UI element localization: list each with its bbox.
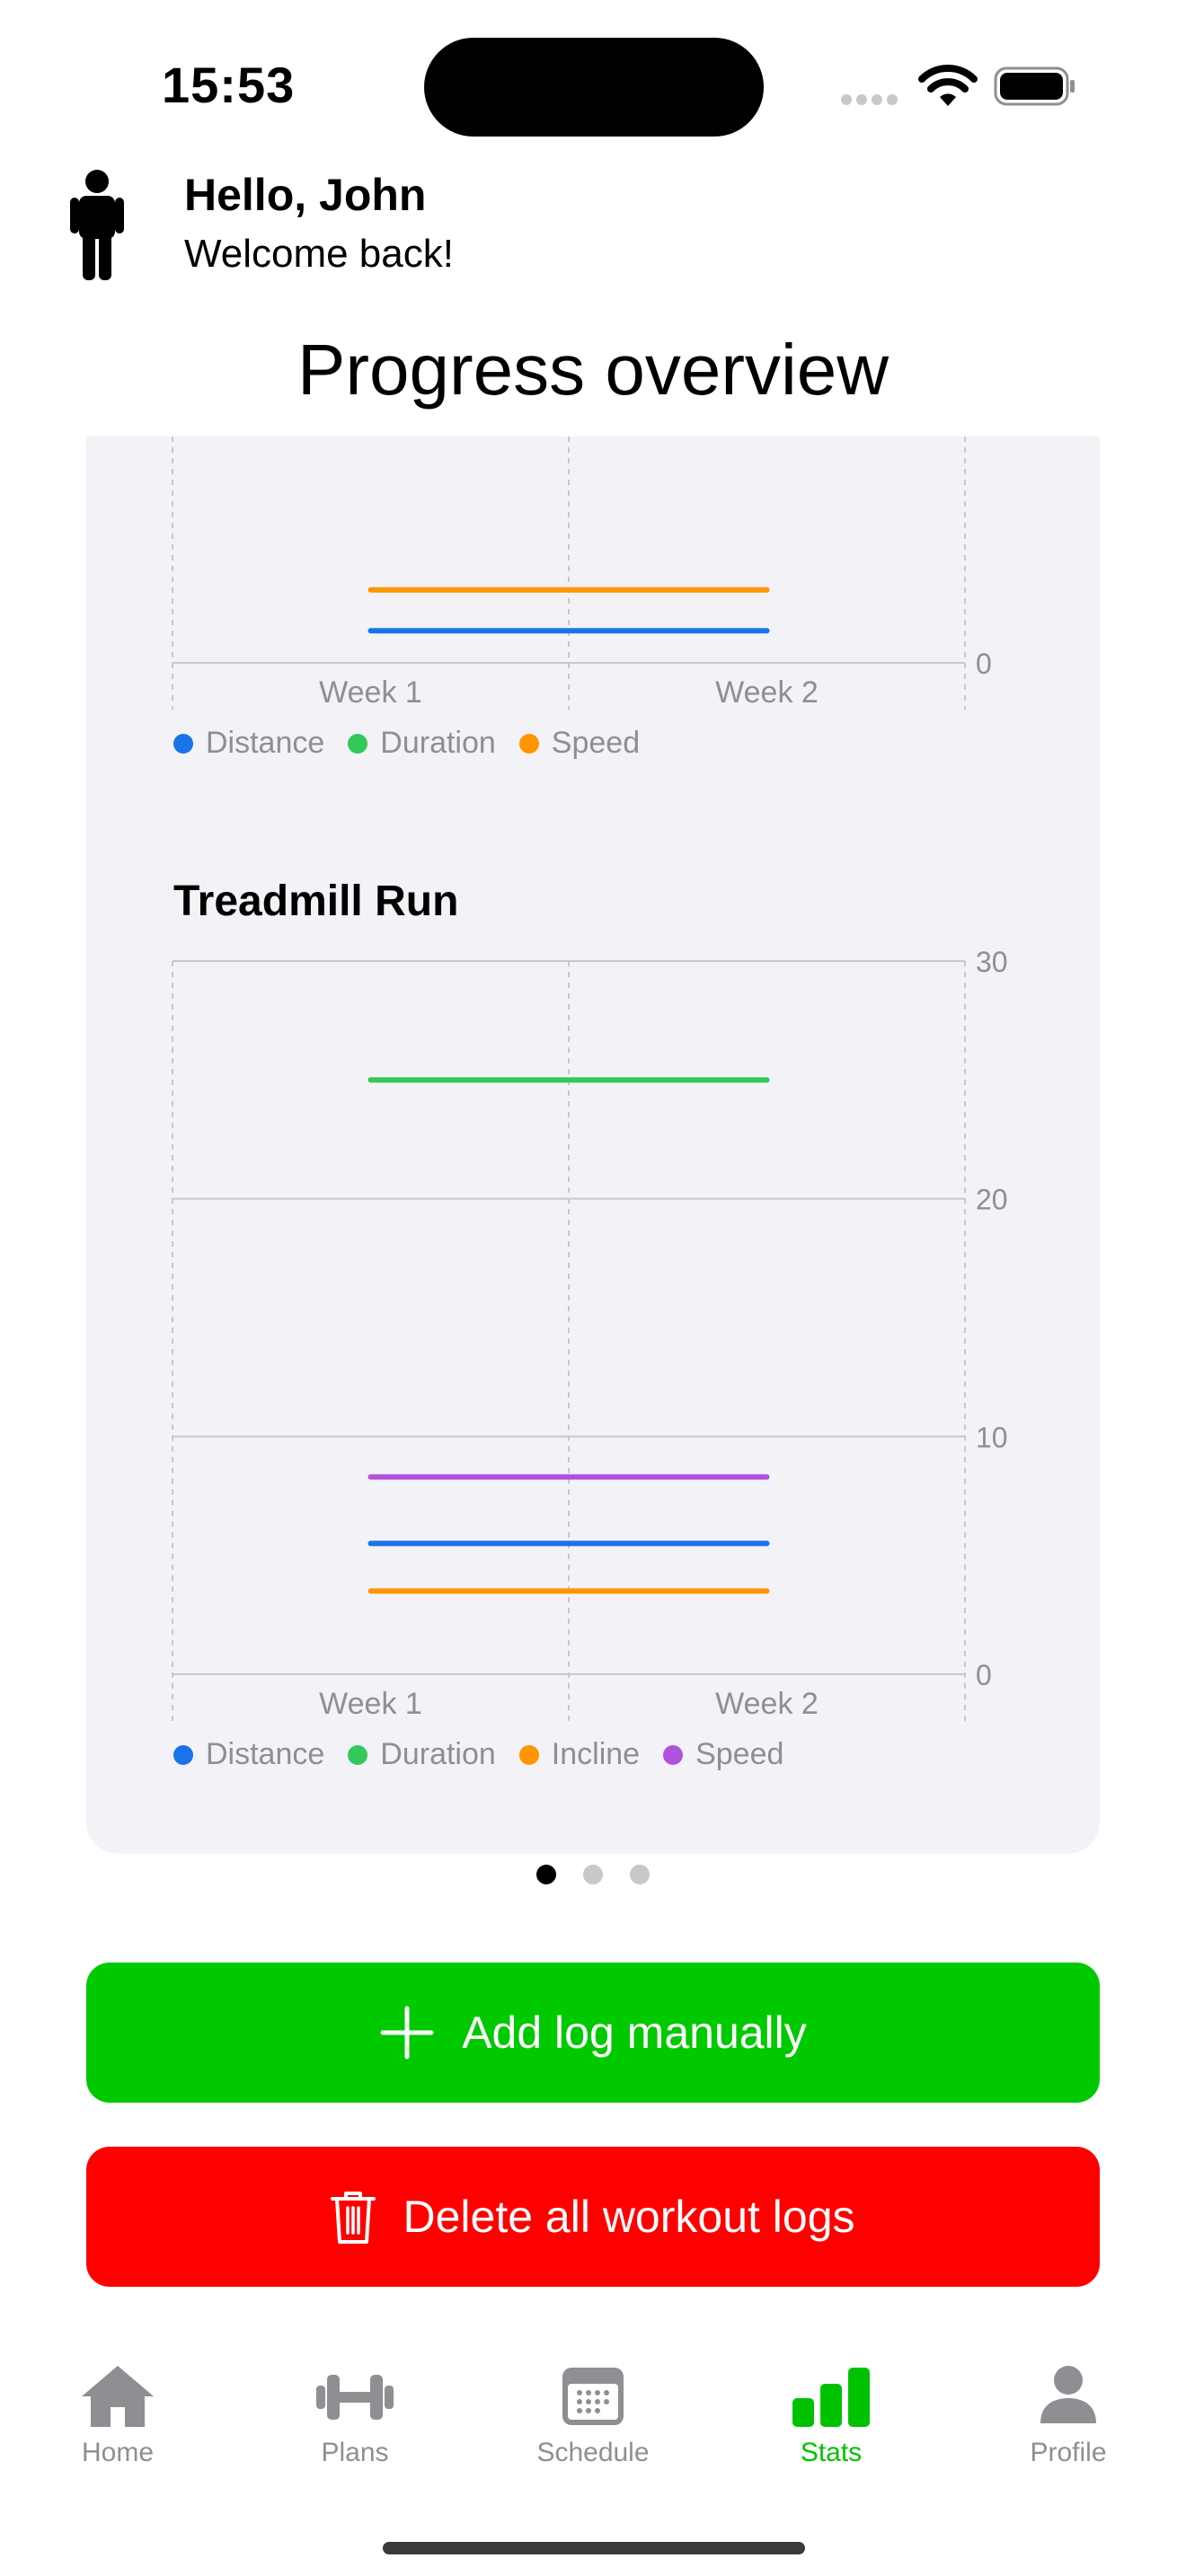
wifi-icon <box>918 65 978 106</box>
add-log-button[interactable]: Add log manually <box>86 1963 1100 2103</box>
x-tick-label: Week 2 <box>715 675 819 710</box>
person-figure-icon <box>70 170 124 280</box>
y-tick-label: 30 <box>976 946 1008 978</box>
dumbbell-icon <box>316 2375 394 2420</box>
greeting-subtitle: Welcome back! <box>184 232 454 276</box>
add-log-label: Add log manually <box>462 2007 807 2058</box>
y-tick-label: 10 <box>976 1421 1008 1453</box>
page-title: Progress overview <box>296 330 889 410</box>
y-tick-label: 0 <box>976 648 992 680</box>
chart-treadmill-title: Treadmill Run <box>173 878 459 925</box>
tab-schedule[interactable]: Schedule <box>494 2362 692 2468</box>
calendar-icon <box>562 2368 624 2425</box>
trash-icon <box>331 2192 376 2244</box>
legend-item-incline: Incline <box>518 1737 640 1772</box>
tab-profile[interactable]: Profile <box>969 2362 1167 2468</box>
x-tick-label: Week 2 <box>715 1687 819 1721</box>
chart-treadmill-legend: Distance Duration Incline Speed <box>173 1737 807 1772</box>
status-time: 15:53 <box>162 57 296 113</box>
page-indicator[interactable] <box>0 1865 1186 1884</box>
person-icon <box>1040 2366 1096 2423</box>
legend-item-duration: Duration <box>348 1737 496 1772</box>
page-dot-1[interactable] <box>536 1865 556 1884</box>
legend-item-speed: Speed <box>663 1737 783 1772</box>
y-tick-label: 20 <box>976 1184 1008 1216</box>
page-dot-3[interactable] <box>630 1865 650 1884</box>
y-tick-label: 0 <box>976 1659 992 1691</box>
plus-icon <box>380 2006 434 2060</box>
tab-stats[interactable]: Stats <box>732 2362 930 2468</box>
delete-all-logs-button[interactable]: Delete all workout logs <box>86 2147 1100 2287</box>
chart-treadmill-run: 0 10 20 30 Week 1 Week 2 <box>172 946 1008 1721</box>
tab-home[interactable]: Home <box>19 2362 217 2468</box>
battery-icon <box>994 66 1075 106</box>
home-indicator <box>383 2542 805 2554</box>
progress-carousel-card[interactable]: 0 Week 1 Week 2 Distance Duration Speed Tr… <box>86 437 1100 1854</box>
legend-item-distance: Distance <box>173 726 324 761</box>
legend-item-duration: Duration <box>348 726 496 761</box>
chart-top: 0 Week 1 Week 2 <box>172 437 992 710</box>
chart-top-legend: Distance Duration Speed <box>173 726 663 761</box>
legend-item-speed: Speed <box>518 726 640 761</box>
cellular-signal-icon <box>841 93 904 106</box>
tab-plans[interactable]: Plans <box>256 2362 454 2468</box>
delete-all-label: Delete all workout logs <box>403 2192 855 2242</box>
page-dot-2[interactable] <box>583 1865 603 1884</box>
legend-item-distance: Distance <box>173 1737 324 1772</box>
greeting-title: Hello, John <box>184 170 427 220</box>
x-tick-label: Week 1 <box>319 675 422 710</box>
bar-chart-icon <box>792 2368 870 2427</box>
x-tick-label: Week 1 <box>319 1687 422 1721</box>
house-icon <box>82 2366 154 2427</box>
dynamic-island <box>424 38 764 137</box>
